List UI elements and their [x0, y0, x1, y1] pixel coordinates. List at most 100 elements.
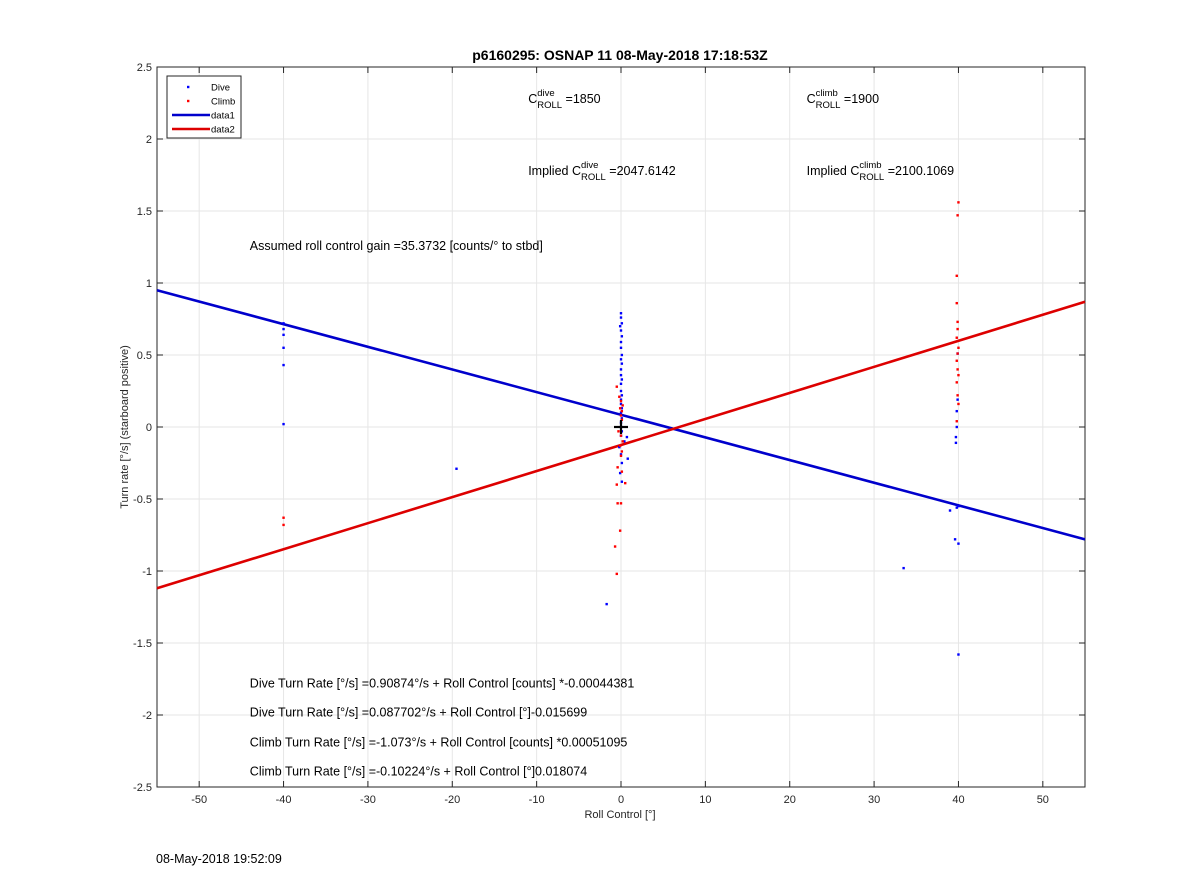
data-point-dive — [956, 398, 959, 401]
axes-box — [156, 66, 1086, 788]
legend-marker-dive — [187, 85, 190, 89]
data-point-dive — [948, 509, 952, 512]
annotation-value: =2047.6142 — [606, 164, 676, 178]
data-point-climb — [615, 385, 618, 388]
annotation-main: C — [528, 92, 537, 106]
data-point-climb — [956, 394, 959, 397]
x-tick-label: 50 — [1037, 794, 1049, 806]
y-tick-label: 2.5 — [137, 62, 152, 74]
annotation-superscript: climb — [859, 160, 881, 171]
annotation-subscript: ROLL — [859, 172, 884, 183]
data-point-dive — [902, 566, 905, 570]
grid — [157, 66, 1085, 788]
data-point-climb — [956, 327, 959, 331]
data-point-dive — [620, 378, 624, 381]
data-point-climb — [616, 502, 619, 505]
x-tick-label: -30 — [360, 794, 376, 806]
data-point-dive — [620, 322, 624, 325]
data-point-climb — [620, 409, 624, 413]
data-point-climb — [617, 430, 620, 433]
y-tick-label: 1.5 — [137, 206, 152, 218]
data-point-climb — [282, 516, 285, 519]
annotation-main: Implied C — [807, 164, 860, 178]
data-point-climb — [621, 440, 624, 443]
data-point-dive — [620, 353, 624, 357]
data-point-climb — [955, 301, 958, 305]
data-point-dive — [620, 417, 624, 420]
data-point-dive — [619, 382, 623, 385]
data-point-climb — [624, 481, 627, 485]
x-axis-label: Roll Control [°] — [584, 809, 655, 821]
data-point-climb — [618, 529, 622, 532]
data-point-dive — [620, 335, 624, 338]
y-axis-label: Turn rate [°/s] (starboard positive) — [119, 345, 131, 509]
x-tick-label: -10 — [529, 794, 545, 806]
data-point-climb — [955, 420, 958, 423]
data-point-dive — [620, 480, 624, 483]
legend: Dive Climb data1 data2 — [166, 75, 242, 139]
data-point-dive — [955, 409, 958, 413]
y-tick-label: -2.5 — [133, 782, 152, 794]
data-point-dive — [620, 407, 624, 410]
data-point-dive — [619, 316, 623, 319]
data-points — [282, 201, 960, 656]
data-point-climb — [619, 502, 623, 505]
data-point-climb — [619, 434, 623, 437]
data-point-dive — [957, 653, 960, 656]
data-point-climb — [957, 201, 960, 204]
data-point-climb — [955, 359, 958, 362]
data-point-dive — [619, 368, 623, 371]
data-point-dive — [625, 435, 629, 439]
data-point-climb — [957, 346, 960, 349]
y-tick-label: -0.5 — [133, 494, 152, 506]
data-point-climb — [618, 444, 622, 447]
data-point-dive — [282, 422, 285, 426]
data-point-dive — [282, 363, 285, 367]
annotation-superscript: climb — [816, 88, 838, 99]
data-point-dive — [282, 327, 285, 331]
data-point-dive — [619, 402, 623, 406]
data-point-dive — [282, 333, 285, 337]
data-point-climb — [955, 336, 958, 339]
annotation-main: C — [807, 92, 816, 106]
data-point-climb — [621, 404, 624, 407]
data-point-climb — [956, 352, 959, 355]
data-point-dive — [618, 471, 622, 475]
axes: -50 -40 -30 -20 -10 0 10 20 30 40 50-2.5-2-1.5-1-0… — [133, 62, 1086, 806]
annotation-coefficient: Implied Cdive ROLL =2047.6142 — [528, 160, 676, 183]
x-tick-label: 40 — [952, 794, 964, 806]
data-point-climb — [618, 395, 621, 398]
annotation-text: Climb Turn Rate [°/s] =-0.10224°/s + Rol… — [250, 764, 587, 778]
data-point-dive — [282, 322, 285, 325]
data-point-dive — [605, 602, 608, 606]
legend-entry: Dive — [211, 83, 230, 94]
y-tick-label: -1.5 — [133, 638, 152, 650]
legend-entry: data2 — [211, 125, 235, 136]
data-point-climb — [618, 407, 622, 410]
data-point-climb — [957, 402, 960, 406]
data-point-dive — [957, 505, 960, 508]
data-point-climb — [620, 450, 624, 453]
y-tick-label: -2 — [142, 710, 152, 722]
data-point-climb — [619, 399, 623, 403]
data-point-dive — [619, 340, 623, 344]
annotation-subscript: ROLL — [581, 172, 606, 183]
x-tick-label: -50 — [191, 794, 207, 806]
annotation-text: Dive Turn Rate [°/s] =0.90874°/s + Roll … — [250, 677, 635, 691]
data-point-dive — [619, 411, 623, 414]
legend-entry: data1 — [211, 111, 235, 122]
data-point-dive — [619, 358, 623, 361]
origin-plus-marker — [614, 420, 628, 434]
y-tick-label: 1 — [146, 278, 152, 290]
y-tick-label: 0 — [146, 422, 152, 434]
annotation-coefficient: Implied Cclimb ROLL =2100.1069 — [807, 160, 955, 183]
data-point-climb — [955, 274, 958, 277]
annotation-coefficient: Cclimb ROLL =1900 — [807, 88, 879, 111]
data-point-dive — [954, 441, 958, 445]
data-point-dive — [620, 461, 624, 465]
annotation-value: =1900 — [840, 92, 879, 106]
footer-timestamp: 08-May-2018 19:52:09 — [156, 852, 282, 866]
data-point-climb — [957, 373, 960, 377]
